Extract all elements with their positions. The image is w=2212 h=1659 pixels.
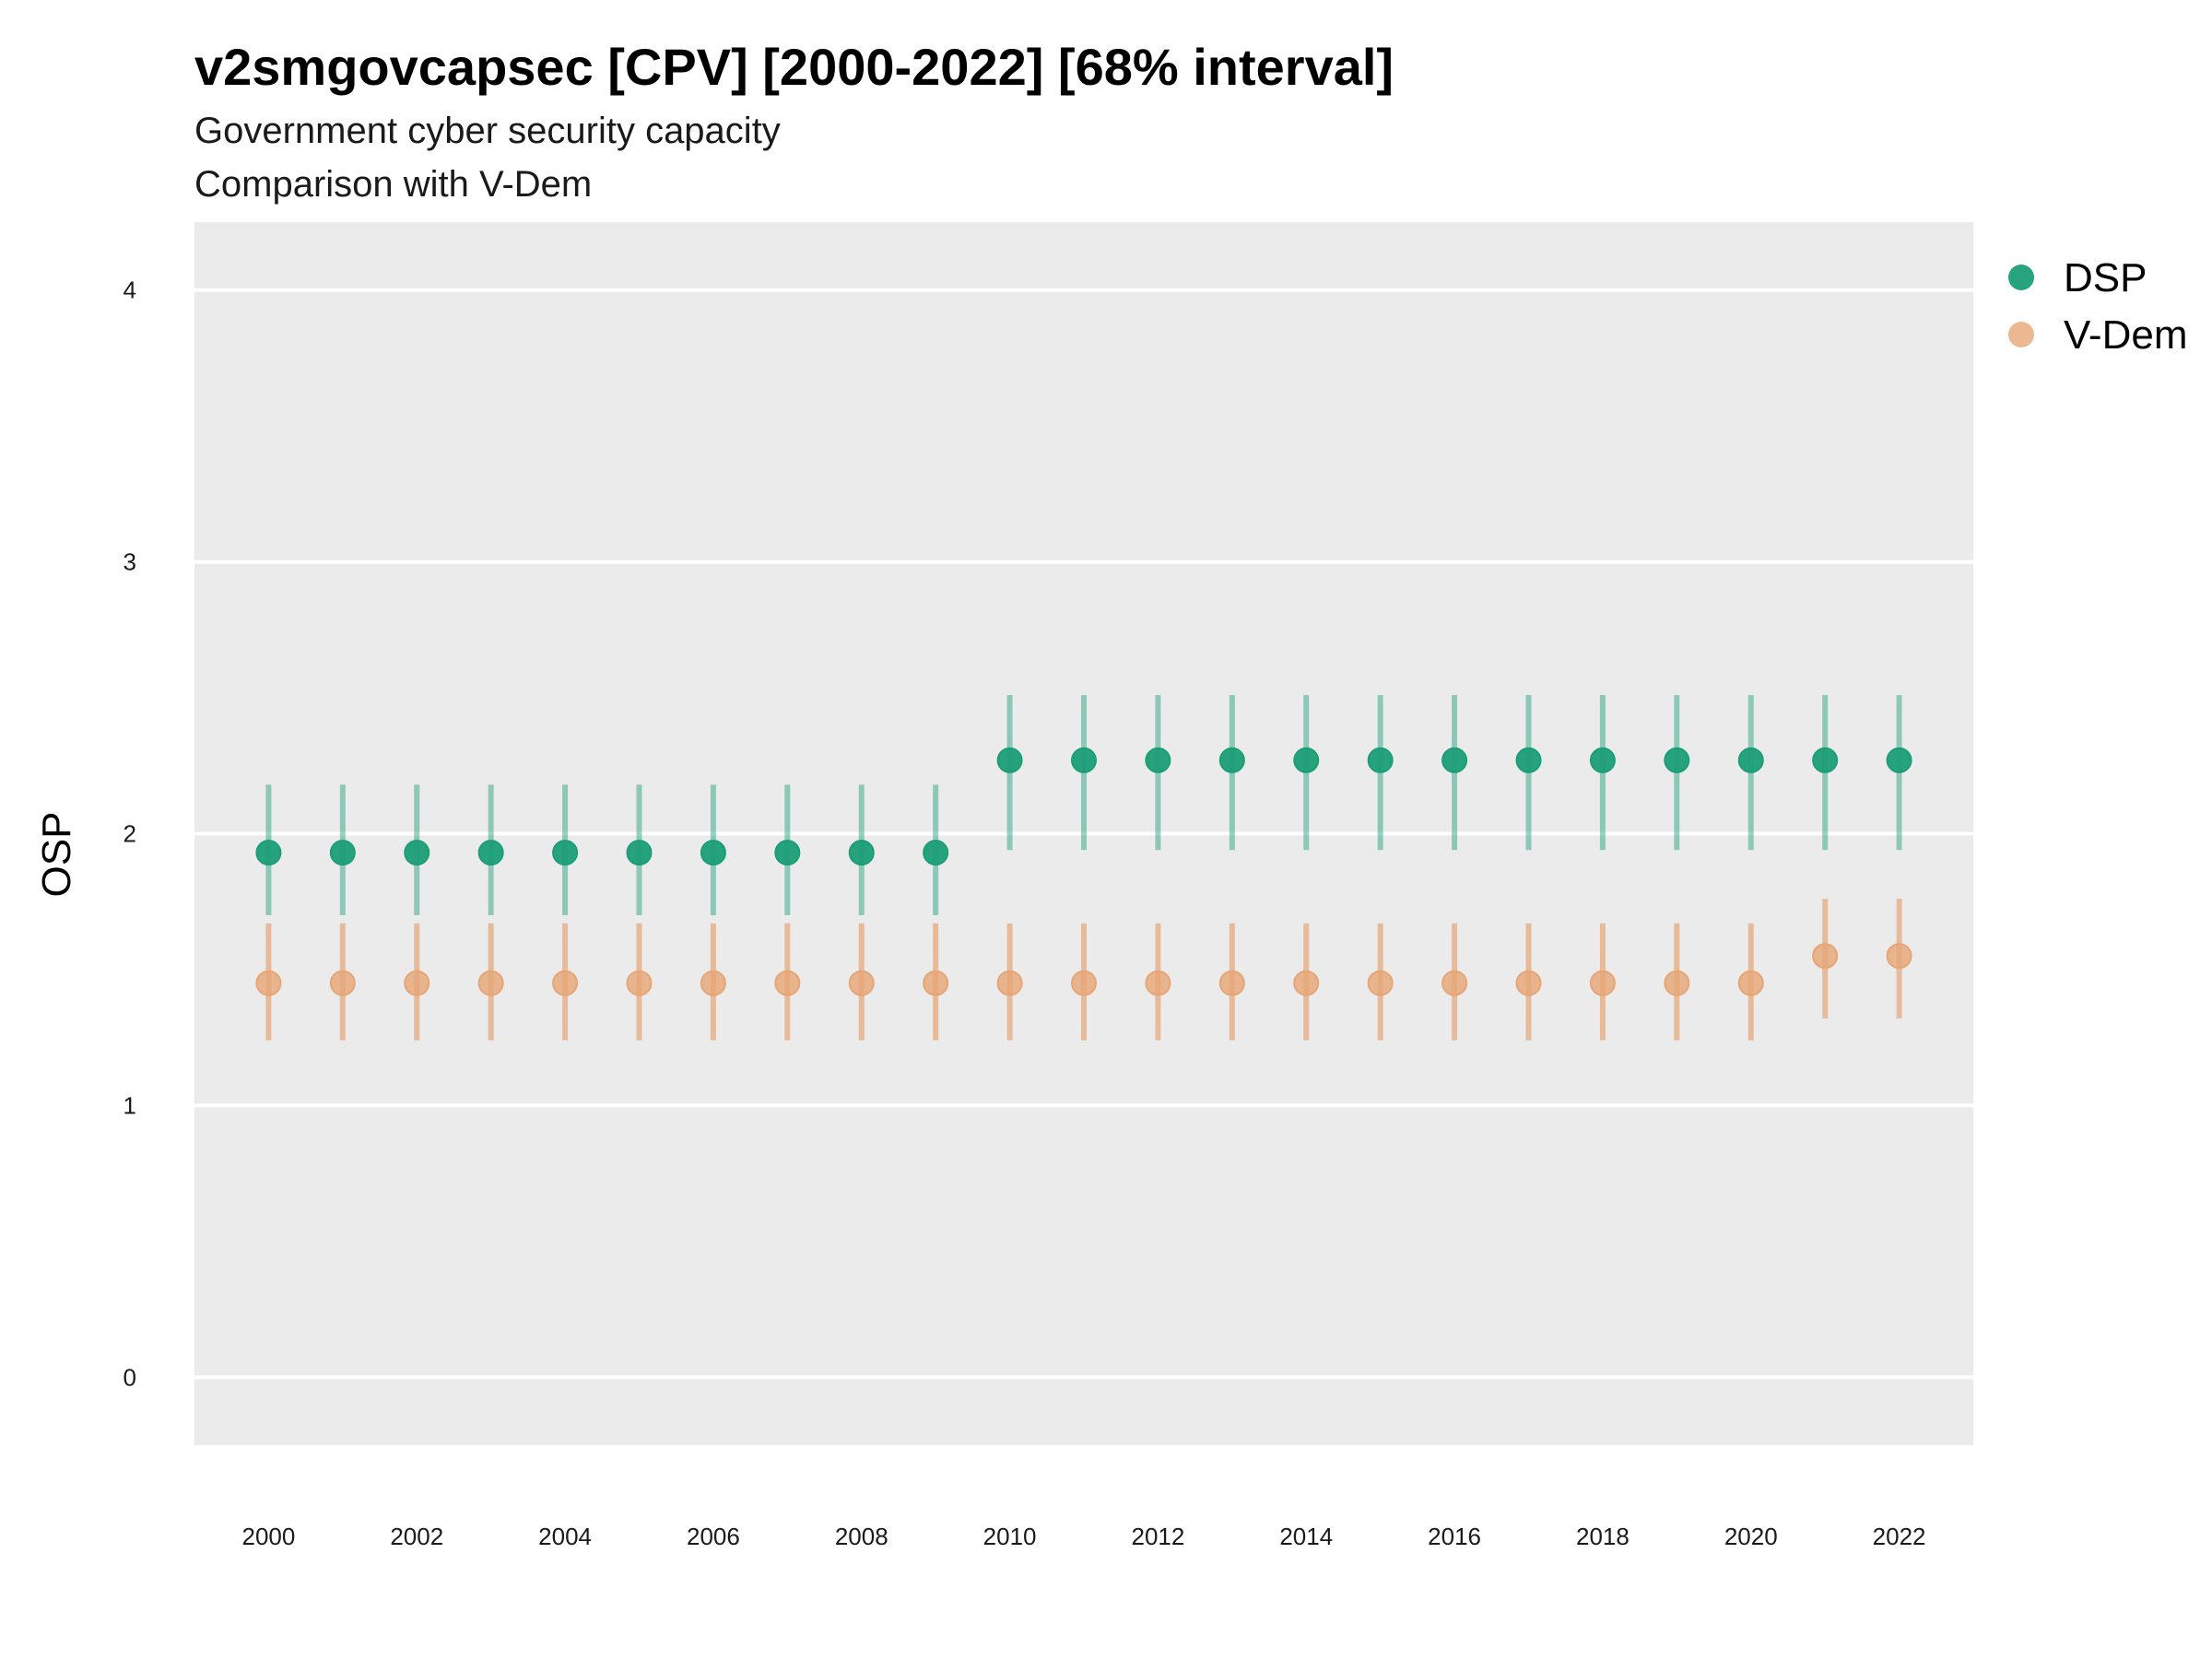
x-tick-label: 2014	[1279, 1523, 1333, 1550]
data-point	[404, 970, 430, 996]
data-marks	[255, 695, 1912, 1041]
data-point	[1664, 970, 1690, 996]
data-point	[329, 970, 356, 996]
data-point	[1812, 747, 1839, 773]
data-point	[1515, 970, 1542, 996]
x-tick-label: 2022	[1873, 1523, 1926, 1550]
y-tick-label: 2	[124, 820, 136, 848]
legend-label: V-Dem	[2064, 312, 2187, 358]
x-axis: 2000 2002 2004 2006 2008 2010 2012 2014 2016 2018…	[241, 1523, 1925, 1550]
data-point	[477, 970, 504, 996]
data-point	[552, 970, 579, 996]
x-tick-label: 2010	[983, 1523, 1037, 1550]
x-tick-label: 2004	[538, 1523, 592, 1550]
data-point	[1886, 747, 1912, 773]
data-point	[1589, 970, 1616, 996]
data-point	[1589, 747, 1616, 773]
data-point	[329, 840, 356, 866]
data-point	[1886, 943, 1912, 970]
x-tick-label: 2006	[687, 1523, 740, 1550]
chart-subtitle-2: Comparison with V-Dem	[194, 164, 592, 205]
series-v-dem	[255, 899, 1912, 1041]
x-tick-label: 2002	[390, 1523, 443, 1550]
y-axis: 0 1 2 3 4	[124, 276, 136, 1392]
data-point	[1218, 970, 1245, 996]
x-tick-label: 2012	[1131, 1523, 1184, 1550]
chart-title: v2smgovcapsec [CPV] [2000-2022] [68% int…	[194, 38, 1394, 96]
data-point	[1071, 970, 1097, 996]
data-point	[848, 970, 875, 996]
data-point	[477, 840, 504, 866]
x-tick-label: 2018	[1576, 1523, 1630, 1550]
data-point	[848, 840, 875, 866]
data-point	[1737, 747, 1764, 773]
data-point	[626, 840, 653, 866]
x-tick-label: 2000	[241, 1523, 295, 1550]
data-point	[1737, 970, 1764, 996]
data-point	[923, 840, 949, 866]
data-point	[1515, 747, 1542, 773]
data-point	[1664, 747, 1690, 773]
y-tick-label: 0	[124, 1363, 136, 1391]
data-point	[552, 840, 579, 866]
legend-label: DSP	[2064, 255, 2147, 300]
data-point	[1441, 747, 1468, 773]
data-point	[1812, 943, 1839, 970]
data-point	[1293, 970, 1320, 996]
x-tick-label: 2016	[1428, 1523, 1481, 1550]
series-dsp	[255, 695, 1912, 915]
data-point	[1218, 747, 1245, 773]
data-point	[1441, 970, 1468, 996]
y-tick-label: 1	[124, 1091, 136, 1119]
data-point	[1293, 747, 1320, 773]
legend-key	[2008, 322, 2034, 347]
x-tick-label: 2008	[835, 1523, 888, 1550]
grid	[194, 288, 1973, 1380]
data-point	[1367, 970, 1394, 996]
data-point	[255, 970, 282, 996]
data-point	[1367, 747, 1394, 773]
data-point	[774, 970, 801, 996]
y-tick-label: 3	[124, 548, 136, 576]
x-tick-label: 2020	[1724, 1523, 1778, 1550]
data-point	[404, 840, 430, 866]
data-point	[1071, 747, 1097, 773]
data-point	[255, 840, 282, 866]
data-point	[996, 970, 1023, 996]
legend: DSP V-Dem	[2008, 255, 2187, 358]
data-point	[923, 970, 949, 996]
data-point	[700, 970, 726, 996]
data-point	[774, 840, 801, 866]
y-axis-label: OSP	[34, 812, 79, 898]
y-tick-label: 4	[124, 276, 136, 304]
chart-subtitle: Government cyber security capacity	[194, 111, 781, 151]
data-point	[700, 840, 726, 866]
data-point	[626, 970, 653, 996]
data-point	[996, 747, 1023, 773]
data-point	[1145, 747, 1171, 773]
data-point	[1145, 970, 1171, 996]
legend-key	[2008, 265, 2034, 290]
